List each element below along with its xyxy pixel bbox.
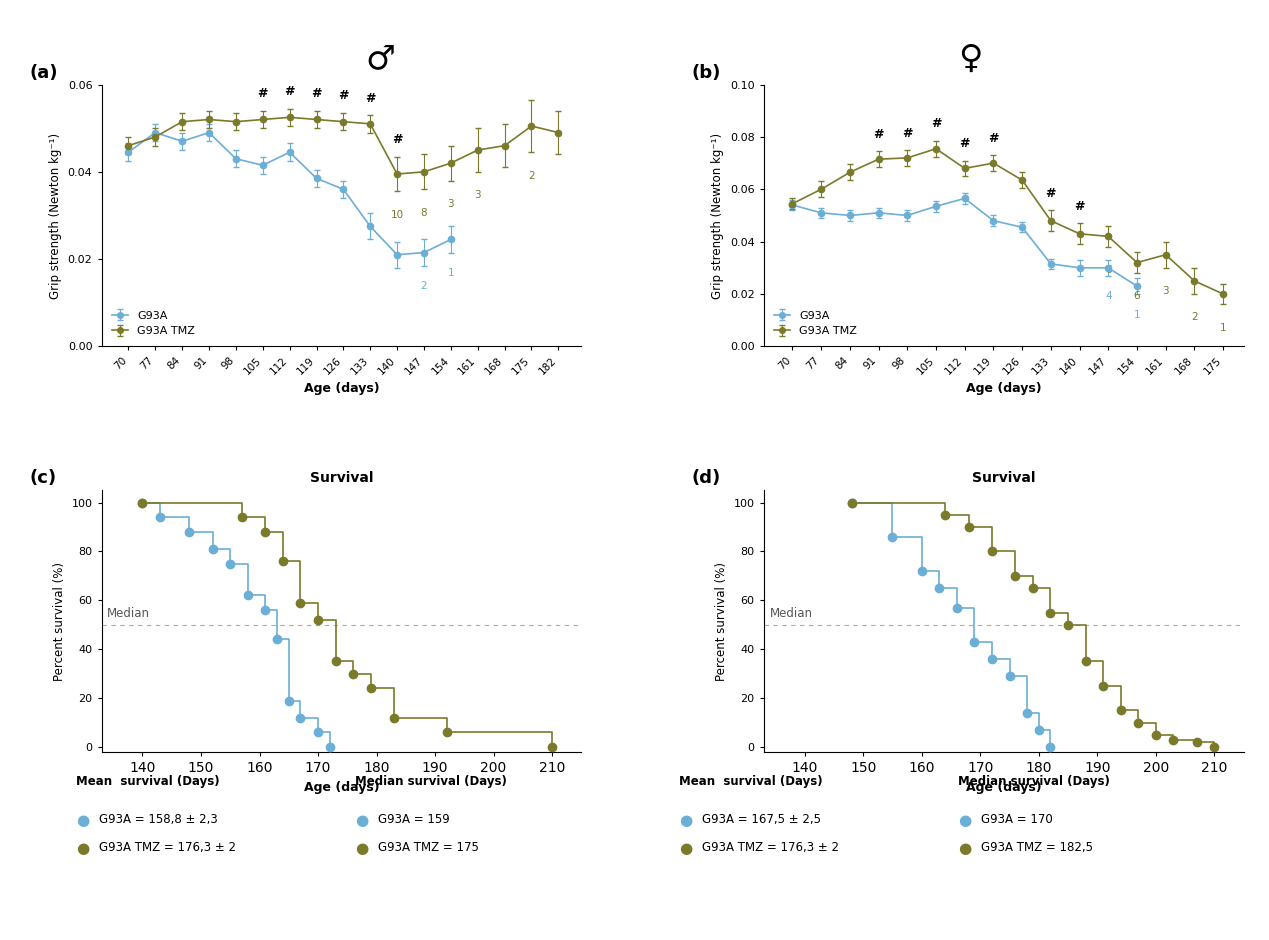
- Text: 1: 1: [1220, 322, 1226, 333]
- Text: 3: 3: [1162, 286, 1169, 296]
- Text: ●: ●: [76, 841, 89, 856]
- Text: ♀: ♀: [958, 42, 983, 75]
- Title: Survival: Survival: [972, 471, 1036, 485]
- Text: ●: ●: [355, 813, 368, 828]
- Text: ♂: ♂: [365, 42, 396, 75]
- Text: 8: 8: [421, 208, 428, 218]
- Text: 6: 6: [1105, 265, 1112, 275]
- Text: G93A = 159: G93A = 159: [378, 813, 450, 826]
- Text: ●: ●: [679, 813, 692, 828]
- Text: (a): (a): [29, 64, 58, 82]
- Y-axis label: Grip strength (Newton kg⁻¹): Grip strength (Newton kg⁻¹): [712, 133, 725, 299]
- Text: #: #: [930, 118, 942, 131]
- Text: G93A TMZ = 182,5: G93A TMZ = 182,5: [981, 841, 1093, 854]
- Text: ●: ●: [958, 813, 971, 828]
- Text: #: #: [989, 132, 999, 145]
- Text: #: #: [902, 127, 912, 139]
- Text: #: #: [258, 87, 268, 101]
- Text: G93A TMZ = 175: G93A TMZ = 175: [378, 841, 478, 854]
- X-axis label: Age (days): Age (days): [303, 382, 379, 395]
- Y-axis label: Percent survival (%): Percent survival (%): [53, 561, 66, 681]
- Text: Mean  survival (Days): Mean survival (Days): [76, 776, 220, 789]
- Text: 4: 4: [1105, 291, 1112, 302]
- Text: #: #: [1046, 187, 1056, 200]
- Text: #: #: [959, 137, 970, 150]
- Text: G93A = 158,8 ± 2,3: G93A = 158,8 ± 2,3: [99, 813, 218, 826]
- Y-axis label: Grip strength (Newton kg⁻¹): Grip strength (Newton kg⁻¹): [49, 133, 62, 299]
- Text: 2: 2: [1192, 312, 1198, 322]
- Text: 10: 10: [391, 210, 404, 220]
- Text: G93A TMZ = 176,3 ± 2: G93A TMZ = 176,3 ± 2: [702, 841, 839, 854]
- Text: 2: 2: [421, 281, 428, 291]
- Text: Median: Median: [108, 607, 150, 619]
- Text: 6: 6: [1133, 291, 1141, 302]
- Text: 2: 2: [528, 170, 534, 180]
- Text: ●: ●: [958, 841, 971, 856]
- Text: G93A = 167,5 ± 2,5: G93A = 167,5 ± 2,5: [702, 813, 821, 826]
- Text: 1: 1: [1133, 309, 1141, 320]
- Text: Median: Median: [769, 607, 812, 619]
- Legend: G93A, G93A TMZ: G93A, G93A TMZ: [769, 306, 862, 341]
- Text: #: #: [392, 133, 402, 146]
- Text: ●: ●: [679, 841, 692, 856]
- Text: #: #: [311, 87, 322, 101]
- Text: Median survival (Days): Median survival (Days): [958, 776, 1110, 789]
- Text: Mean  survival (Days): Mean survival (Days): [679, 776, 822, 789]
- Text: #: #: [873, 128, 883, 141]
- Legend: G93A, G93A TMZ: G93A, G93A TMZ: [107, 306, 199, 341]
- Text: ●: ●: [355, 841, 368, 856]
- Text: (d): (d): [692, 469, 721, 487]
- X-axis label: Age (days): Age (days): [966, 780, 1042, 793]
- Text: 3: 3: [448, 199, 454, 209]
- X-axis label: Age (days): Age (days): [966, 382, 1042, 395]
- Text: Median survival (Days): Median survival (Days): [355, 776, 508, 789]
- Text: G93A = 170: G93A = 170: [981, 813, 1053, 826]
- X-axis label: Age (days): Age (days): [303, 780, 379, 793]
- Text: #: #: [365, 92, 376, 104]
- Text: #: #: [1075, 200, 1085, 212]
- Text: #: #: [338, 89, 349, 102]
- Text: 1: 1: [448, 268, 454, 278]
- Text: (c): (c): [29, 469, 57, 487]
- Text: (b): (b): [692, 64, 721, 82]
- Title: Survival: Survival: [310, 471, 373, 485]
- Text: 3: 3: [475, 190, 481, 200]
- Text: G93A TMZ = 176,3 ± 2: G93A TMZ = 176,3 ± 2: [99, 841, 236, 854]
- Y-axis label: Percent survival (%): Percent survival (%): [716, 561, 728, 681]
- Text: #: #: [284, 86, 294, 98]
- Text: ●: ●: [76, 813, 89, 828]
